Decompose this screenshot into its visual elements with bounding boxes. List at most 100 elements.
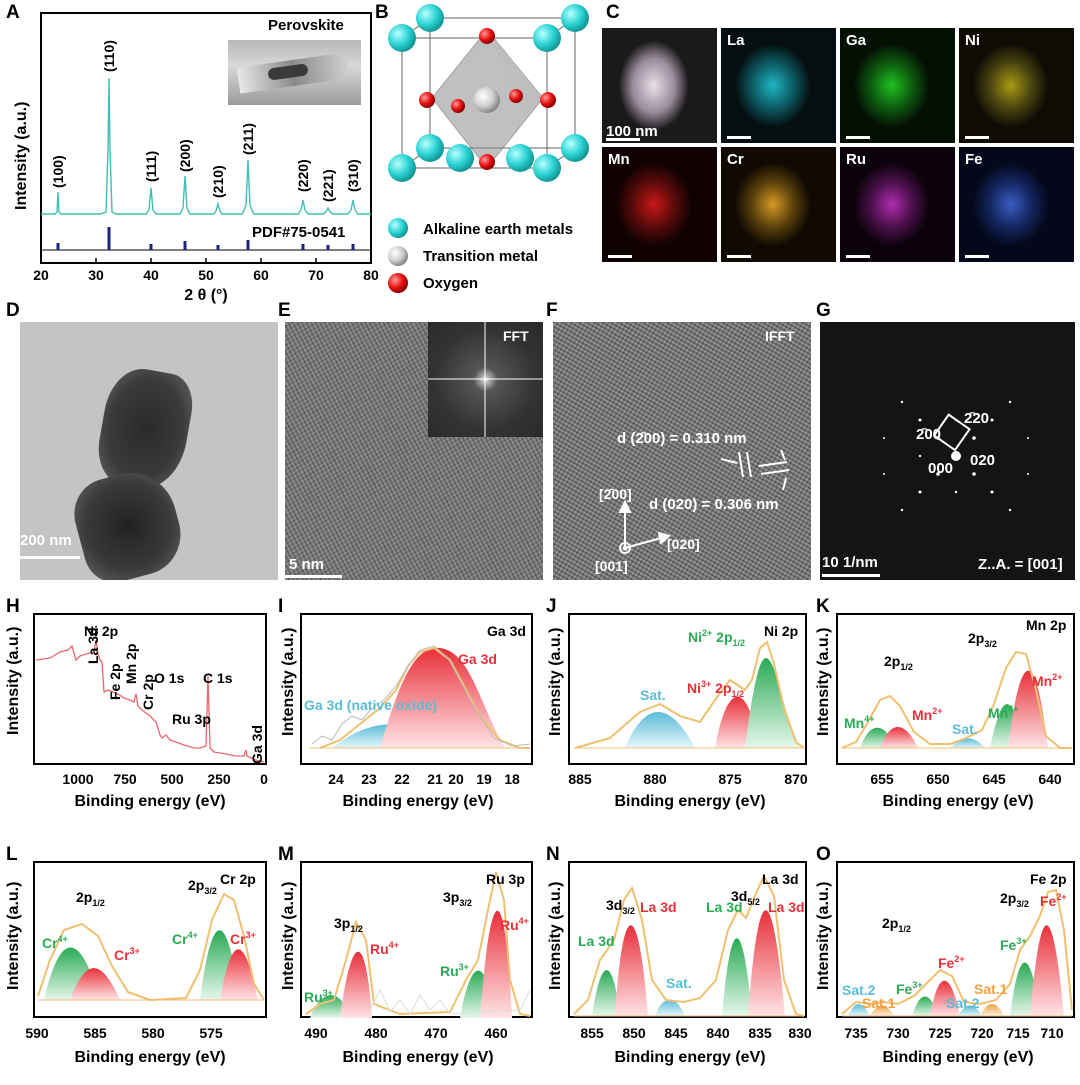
peak-labels: (100) (110) (111) (200) (210) (211) (220…: [50, 40, 361, 202]
svg-text:Ru4+: Ru4+: [500, 916, 529, 933]
panel-letter-h: H: [6, 596, 20, 617]
svg-text:735: 735: [844, 1025, 868, 1041]
svg-text:Intensity (a.u.): Intensity (a.u.): [547, 882, 564, 990]
svg-text:Sat.2: Sat.2: [842, 982, 876, 998]
svg-text:3p3/2: 3p3/2: [443, 889, 472, 908]
svg-text:19: 19: [476, 771, 492, 787]
svg-text:20: 20: [33, 267, 49, 283]
svg-text:Ga 3d: Ga 3d: [249, 725, 265, 764]
saed-image: 2̄20 2̄00 000 020 10 1/nm Z..A. = [001]: [820, 322, 1075, 580]
ref-label: PDF#75-0541: [252, 224, 345, 241]
panel-o-fe2p: Intensity (a.u.) Fe 2p 2p3/2 2p1/2 Fe2+ …: [815, 861, 1075, 1066]
svg-text:580: 580: [141, 1025, 165, 1041]
svg-text:(200): (200): [177, 139, 193, 172]
eds-ni: Ni: [959, 28, 1074, 143]
panel-letter-e: E: [278, 300, 291, 321]
svg-text:470: 470: [424, 1025, 448, 1041]
saed-pattern: [883, 400, 1029, 512]
svg-text:Cr4+: Cr4+: [172, 930, 198, 947]
svg-text:La 3d: La 3d: [762, 871, 799, 887]
svg-text:Mn 2p: Mn 2p: [1026, 617, 1066, 633]
tem-image: 200 nm: [20, 322, 278, 580]
svg-text:Ni3+ 2p1/2: Ni3+ 2p1/2: [687, 679, 744, 699]
svg-text:60: 60: [253, 267, 269, 283]
svg-text:50: 50: [198, 267, 214, 283]
svg-text:Binding energy (eV): Binding energy (eV): [342, 793, 493, 810]
svg-text:Ga 3d: Ga 3d: [487, 623, 526, 639]
svg-text:2p1/2: 2p1/2: [76, 889, 105, 908]
hrtem-image: FFT 5 nm: [285, 322, 543, 580]
panel-letter-c: C: [606, 2, 620, 23]
svg-text:Fe3+: Fe3+: [1000, 936, 1027, 953]
svg-text:Fe 2p: Fe 2p: [1030, 871, 1067, 887]
panel-letter-o: O: [816, 844, 831, 865]
svg-text:Sat.2: Sat.2: [946, 995, 980, 1011]
svg-text:Intensity (a.u.): Intensity (a.u.): [5, 627, 22, 735]
fft-inset: FFT: [428, 322, 543, 437]
svg-text:24: 24: [328, 771, 344, 787]
legend: Alkaline earth metals Transition metal O…: [388, 218, 573, 293]
svg-text:18: 18: [504, 771, 520, 787]
svg-text:40: 40: [143, 267, 159, 283]
svg-text:Ga 3d: Ga 3d: [458, 651, 497, 667]
panel-letter-a: A: [6, 2, 20, 23]
svg-text:Mn 2p: Mn 2p: [123, 644, 139, 684]
panel-letter-m: M: [278, 844, 294, 865]
svg-text:590: 590: [25, 1025, 49, 1041]
svg-text:750: 750: [113, 771, 137, 787]
svg-text:(220): (220): [295, 159, 311, 192]
svg-text:480: 480: [364, 1025, 388, 1041]
svg-text:850: 850: [622, 1025, 646, 1041]
svg-text:Ni2+ 2p1/2: Ni2+ 2p1/2: [688, 628, 745, 648]
svg-text:Fe3+: Fe3+: [896, 980, 923, 997]
panel-l-cr2p: Intensity (a.u.) Cr 2p 2p3/2 2p1/2 Cr4+ …: [5, 861, 267, 1066]
svg-text:Intensity (a.u.): Intensity (a.u.): [815, 882, 832, 990]
svg-text:Intensity (a.u.): Intensity (a.u.): [5, 882, 22, 990]
svg-text:870: 870: [784, 771, 808, 787]
svg-text:La 3d: La 3d: [640, 899, 677, 915]
svg-text:Cr 2p: Cr 2p: [140, 674, 156, 710]
svg-text:Fe2+: Fe2+: [938, 954, 965, 971]
ifft-image: IFFT d (2̄00) = 0.310 nm d (020) = 0.306…: [553, 322, 811, 580]
svg-text:Intensity (a.u.): Intensity (a.u.): [280, 628, 297, 736]
svg-text:Ru4+: Ru4+: [370, 940, 399, 957]
panel-k-mn2p: Intensity (a.u.) Mn 2p 2p3/2 2p1/2 Mn2+ …: [815, 613, 1075, 810]
svg-text:655: 655: [870, 771, 894, 787]
svg-text:Mn4+: Mn4+: [844, 714, 874, 731]
svg-text:Binding energy (eV): Binding energy (eV): [342, 1049, 493, 1066]
svg-text:845: 845: [664, 1025, 688, 1041]
svg-text:2p3/2: 2p3/2: [188, 877, 217, 896]
svg-text:Ru 3p: Ru 3p: [486, 871, 525, 887]
svg-text:0: 0: [260, 771, 268, 787]
svg-text:Binding energy (eV): Binding energy (eV): [614, 1049, 765, 1066]
eds-fe: Fe: [959, 147, 1074, 262]
panel-letter-d: D: [6, 300, 20, 321]
a-site-atoms: [388, 4, 589, 182]
svg-text:Fe 2p: Fe 2p: [107, 663, 123, 700]
eds-haadf: 100 nm: [602, 28, 717, 143]
inset-title: Perovskite: [268, 17, 344, 34]
svg-text:Binding energy (eV): Binding energy (eV): [74, 793, 225, 810]
svg-text:Alkaline earth metals: Alkaline earth metals: [423, 221, 573, 238]
eds-cr: Cr: [721, 147, 836, 262]
ifft-arrows: [618, 449, 790, 554]
svg-text:Sat.: Sat.: [666, 975, 692, 991]
svg-text:(221): (221): [320, 169, 336, 202]
svg-text:Mn2+: Mn2+: [912, 706, 942, 723]
svg-text:Ru 3p: Ru 3p: [172, 711, 211, 727]
svg-text:875: 875: [718, 771, 742, 787]
svg-text:Intensity (a.u.): Intensity (a.u.): [815, 628, 832, 736]
x-ticks: 20 30 40 50 60 70 80: [33, 267, 379, 283]
svg-text:Cr3+: Cr3+: [114, 946, 140, 963]
svg-text:250: 250: [207, 771, 231, 787]
svg-text:Binding energy (eV): Binding energy (eV): [614, 793, 765, 810]
panel-letter-f: F: [546, 300, 558, 321]
panel-n-la3d: Intensity (a.u.) La 3d 3d5/2 3d3/2 La 3d…: [547, 861, 812, 1066]
panel-letter-g: G: [816, 300, 831, 321]
svg-text:Intensity (a.u.): Intensity (a.u.): [280, 882, 297, 990]
svg-text:(210): (210): [210, 165, 226, 198]
panel-m-ru3p: Intensity (a.u.) Ru 3p 3p3/2 3p1/2 Ru4+ …: [280, 861, 533, 1066]
svg-text:Sat.1: Sat.1: [974, 981, 1008, 997]
